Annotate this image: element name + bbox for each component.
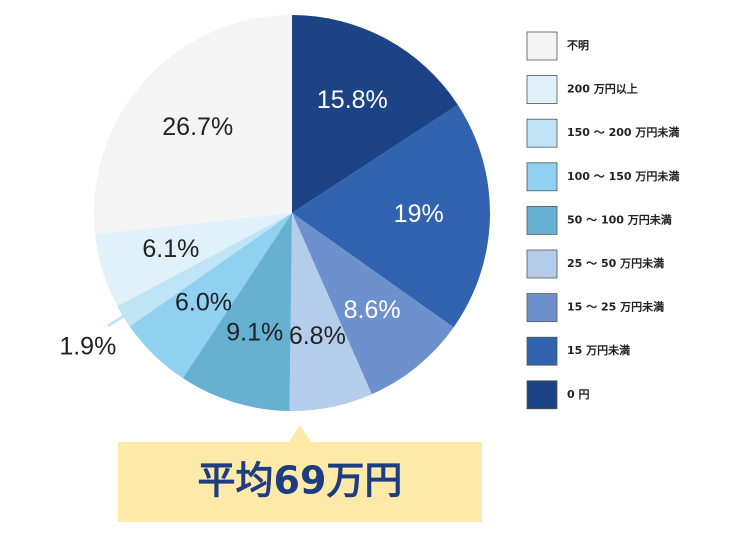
legend-label: 0 円 (567, 388, 589, 401)
slice-label: 6.1% (142, 235, 199, 263)
callout-pointer (288, 425, 312, 443)
legend-label: 15 ～ 25 万円未満 (567, 300, 664, 314)
slice-label: 6.8% (289, 322, 346, 350)
pie-slice (95, 213, 292, 307)
legend-label: 200 万円以上 (567, 82, 638, 96)
pie-slice (292, 104, 491, 328)
slice-label: 15.8% (317, 86, 388, 114)
legend-label: 不明 (567, 39, 589, 52)
legend-swatch (526, 75, 558, 104)
pie-slice (129, 213, 292, 379)
pie-slice (117, 213, 292, 327)
legend-swatch (526, 31, 558, 61)
legend-swatch (526, 162, 558, 192)
legend-label: 15 万円未満 (567, 343, 630, 357)
slice-label: 8.6% (344, 296, 401, 324)
pie-slice (292, 15, 458, 213)
legend-swatch (526, 380, 558, 410)
pie-slice (94, 15, 292, 235)
legend-swatch (526, 293, 558, 323)
pie-slice (182, 213, 292, 411)
leader-line (107, 313, 128, 328)
pie-slice (292, 213, 454, 395)
slice-label: 9.1% (226, 319, 283, 347)
slice-label: 19% (394, 200, 444, 228)
pie-slice (289, 213, 372, 411)
legend-label: 50 ～ 100 万円未満 (567, 212, 672, 226)
legend-label: 150 ～ 200 万円未満 (567, 125, 679, 139)
legend-swatch (526, 249, 558, 279)
slice-label: 1.9% (59, 332, 116, 360)
legend-swatch (526, 118, 558, 148)
callout-text: 平均69万円 (198, 459, 403, 503)
callout-box (118, 442, 482, 522)
legend-label: 25 ～ 50 万円未満 (567, 256, 664, 270)
legend-label: 100 ～ 150 万円未満 (567, 169, 679, 183)
legend-swatch (526, 205, 558, 235)
slice-label: 6.0% (175, 288, 232, 316)
legend-swatch (526, 336, 558, 366)
slice-label: 26.7% (162, 113, 233, 141)
